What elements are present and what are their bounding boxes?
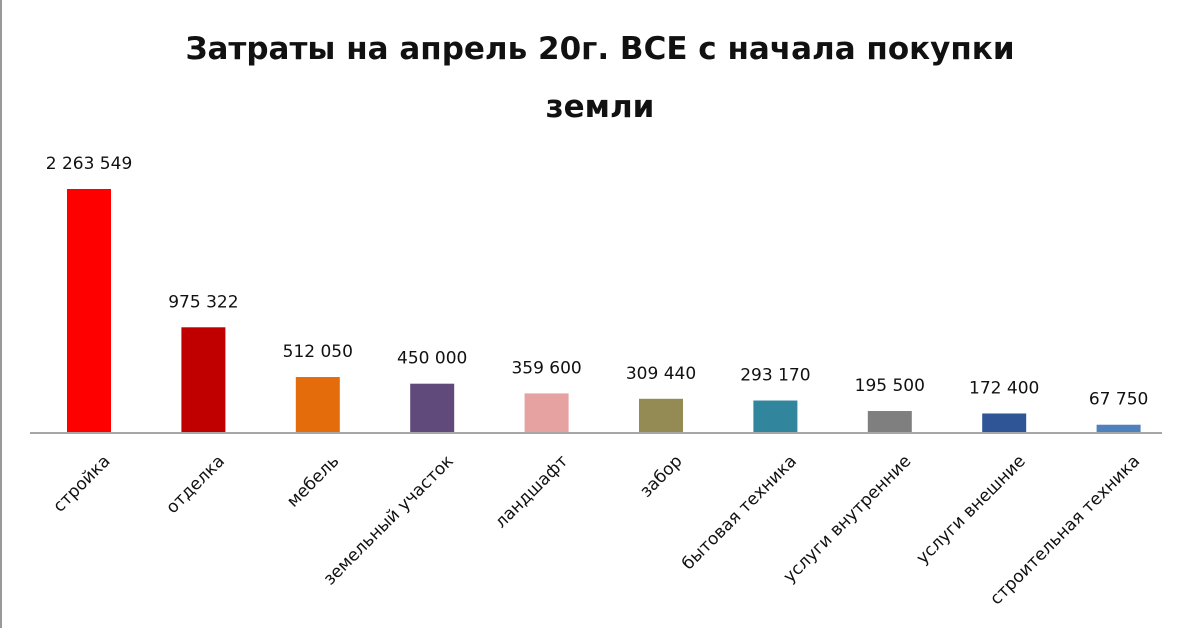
data-label: 195 500 — [855, 376, 925, 396]
x-tick-label: ландшафт — [491, 451, 572, 532]
bar — [982, 413, 1027, 432]
data-label: 2 263 549 — [46, 154, 133, 174]
bar — [1096, 424, 1141, 432]
bar — [524, 393, 569, 432]
bar — [67, 189, 111, 432]
x-tick-label: услуги внутренние — [780, 451, 916, 587]
x-tick-label: отделка — [162, 451, 229, 518]
bar — [410, 383, 455, 432]
data-label: 359 600 — [511, 358, 581, 378]
data-label: 172 400 — [969, 378, 1039, 398]
bar — [867, 411, 912, 432]
bar — [753, 400, 798, 432]
x-tick-label: мебель — [283, 451, 343, 511]
bar — [295, 377, 340, 432]
data-label: 512 050 — [283, 342, 353, 362]
data-label: 450 000 — [397, 349, 467, 369]
data-label: 67 750 — [1089, 390, 1148, 410]
x-tick-label: забор — [636, 451, 686, 501]
data-label: 293 170 — [740, 366, 810, 386]
bar — [181, 327, 226, 432]
data-label: 309 440 — [626, 364, 696, 384]
data-label: 975 322 — [168, 292, 238, 312]
x-tick-label: стройка — [49, 451, 114, 516]
x-tick-label: бытовая техника — [678, 451, 801, 574]
x-tick-label: земельный участок — [320, 451, 458, 589]
bar — [639, 398, 683, 432]
x-tick-label: услуги внешние — [913, 451, 1030, 568]
chart-title: Затраты на апрель 20г. ВСЕ с начала поку… — [185, 31, 1015, 125]
